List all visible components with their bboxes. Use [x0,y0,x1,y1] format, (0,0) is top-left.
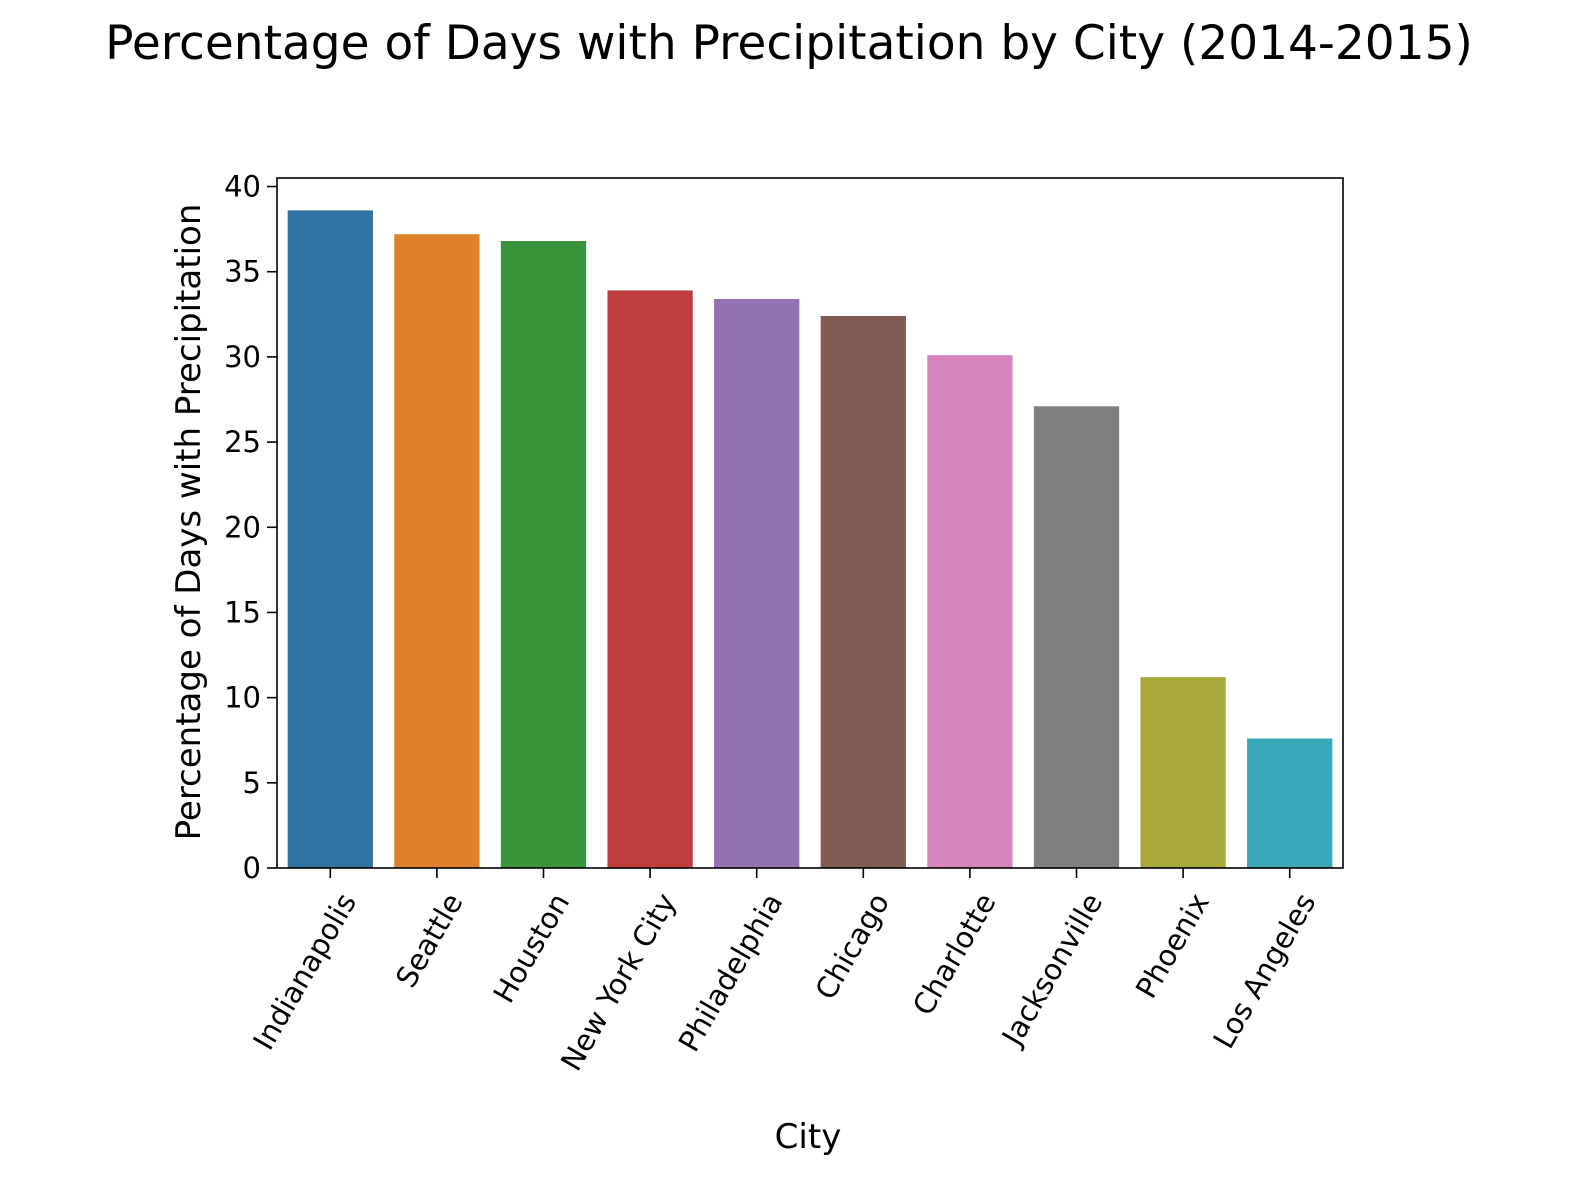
bar-phoenix [1140,677,1226,868]
y-axis: 0 5 10 15 20 25 30 35 40 [224,170,277,885]
bar-los-angeles [1247,738,1333,868]
y-tick-label: 0 [243,851,261,885]
x-tick-label-new-york-city: New York City [554,887,683,1076]
x-tick-label-houston: Houston [487,887,577,1008]
y-tick-label: 10 [224,681,261,715]
y-tick-label: 35 [224,255,261,289]
plot-frame [276,177,1344,869]
y-tick-label: 5 [243,766,261,800]
bar-chicago [820,316,906,868]
y-tick-label: 30 [224,340,261,374]
bars-group [287,210,1333,869]
y-tick-label: 15 [224,595,261,629]
x-axis-label: City [775,1117,842,1157]
bar-philadelphia [714,298,800,868]
x-tick-label-los-angeles: Los Angeles [1206,887,1322,1054]
bar-charlotte [927,355,1013,868]
x-tick-label-philadelphia: Philadelphia [672,887,790,1057]
y-axis-label: Percentage of Days with Precipitation [169,204,209,841]
y-tick-label: 20 [224,510,261,544]
x-tick-label-indianapolis: Indianapolis [246,887,363,1055]
bar-indianapolis [287,210,373,869]
y-tick-label: 25 [224,425,261,459]
chart-title: Percentage of Days with Precipitation by… [105,16,1473,71]
x-tick-label-charlotte: Charlotte [906,887,1003,1021]
x-tick-label-jacksonville: Jacksonville [994,887,1109,1052]
x-tick-label-seattle: Seattle [389,887,470,993]
bar-jacksonville [1033,406,1120,868]
bar-seattle [394,234,480,868]
x-tick-label-phoenix: Phoenix [1129,887,1216,1004]
x-tick-label-chicago: Chicago [808,887,896,1005]
bar-houston [500,241,587,868]
y-tick-label: 40 [224,170,261,204]
bar-new-york-city [607,290,693,868]
